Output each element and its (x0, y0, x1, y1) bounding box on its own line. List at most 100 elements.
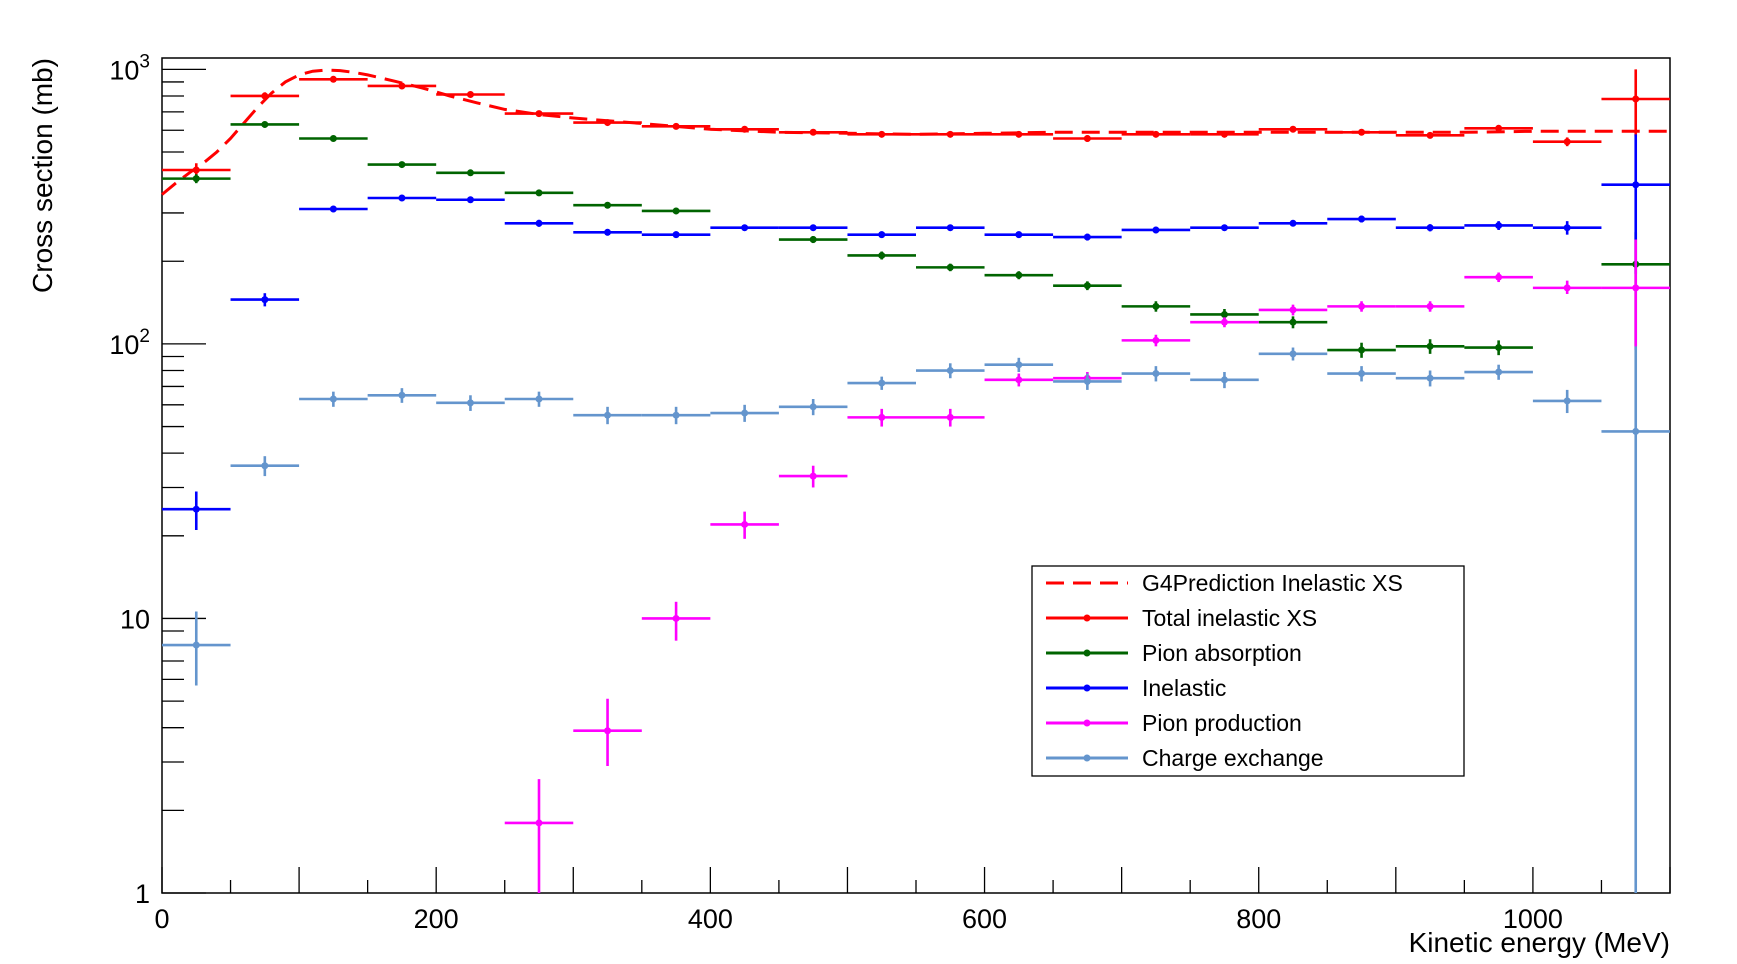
legend-marker (1083, 754, 1091, 762)
data-point (672, 207, 680, 215)
legend-marker (1083, 614, 1091, 622)
data-point (1495, 273, 1503, 281)
data-point (535, 189, 543, 197)
data-point (741, 409, 749, 417)
data-point (672, 231, 680, 239)
data-point (1289, 125, 1297, 133)
legend-label: Pion production (1142, 710, 1302, 736)
data-point (946, 413, 954, 421)
data-point (1220, 310, 1228, 318)
y-tick-label: 1 (135, 879, 150, 909)
x-tick-label: 600 (962, 904, 1007, 934)
legend-label: Inelastic (1142, 675, 1226, 701)
data-point (261, 120, 269, 128)
legend-marker (1083, 684, 1091, 692)
data-point (1426, 224, 1434, 232)
data-point (1358, 128, 1366, 136)
y-tick-label-base: 1 (135, 879, 150, 909)
data-point (1152, 226, 1160, 234)
series-pion-production (504, 239, 1670, 893)
data-point (1083, 282, 1091, 290)
data-point (192, 641, 200, 649)
y-tick-label: 102 (109, 326, 150, 360)
data-point (1083, 233, 1091, 241)
data-point (1563, 284, 1571, 292)
data-point (809, 128, 817, 136)
data-point (672, 411, 680, 419)
g4-prediction-curve (161, 68, 1670, 196)
data-point (535, 819, 543, 827)
data-point (946, 130, 954, 138)
y-tick-label-exponent: 2 (139, 326, 150, 347)
data-point (878, 413, 886, 421)
data-point (809, 472, 817, 480)
data-point (466, 399, 474, 407)
data-point (1015, 231, 1023, 239)
legend-label: G4Prediction Inelastic XS (1142, 570, 1403, 596)
series-total-inelastic-xs (162, 69, 1670, 178)
data-point (809, 224, 817, 232)
data-point (261, 462, 269, 470)
data-point (1495, 221, 1503, 229)
x-tick-label: 200 (414, 904, 459, 934)
data-point (1426, 302, 1434, 310)
data-point (261, 296, 269, 304)
data-point (1632, 427, 1640, 435)
data-point (1015, 361, 1023, 369)
data-point (1289, 350, 1297, 358)
data-point (878, 231, 886, 239)
y-tick-label-base: 10 (109, 55, 139, 85)
data-point (672, 614, 680, 622)
x-tick-label: 0 (154, 904, 169, 934)
data-point (946, 367, 954, 375)
legend-marker (1083, 719, 1091, 727)
data-point (809, 236, 817, 244)
data-point (1083, 377, 1091, 385)
data-point (398, 391, 406, 399)
series-charge-exchange (162, 346, 1670, 893)
data-point (466, 196, 474, 204)
data-point (1289, 318, 1297, 326)
data-point (1289, 219, 1297, 227)
data-point (1152, 370, 1160, 378)
legend-label: Pion absorption (1142, 640, 1302, 666)
legend: G4Prediction Inelastic XS Total inelastic… (1031, 565, 1465, 777)
data-point (1220, 224, 1228, 232)
y-tick-label-exponent: 3 (139, 51, 150, 72)
y-tick-label: 10 (120, 604, 150, 634)
data-point (604, 727, 612, 735)
data-point (1289, 306, 1297, 314)
x-tick-label: 1000 (1503, 904, 1563, 934)
series-inelastic (162, 134, 1670, 530)
data-point (192, 175, 200, 183)
y-tick-label-base: 10 (120, 604, 150, 634)
data-point (1015, 130, 1023, 138)
data-point (1563, 138, 1571, 146)
data-point (741, 125, 749, 133)
data-point (946, 263, 954, 271)
data-point (1495, 368, 1503, 376)
data-point (1632, 181, 1640, 189)
data-point (878, 251, 886, 259)
data-point (535, 110, 543, 118)
data-point (466, 169, 474, 177)
legend-label: Total inelastic XS (1142, 605, 1317, 631)
y-tick-label: 103 (109, 51, 150, 85)
data-point (1152, 336, 1160, 344)
data-point (1220, 318, 1228, 326)
data-point (329, 134, 337, 142)
data-point (1015, 376, 1023, 384)
data-point (329, 205, 337, 213)
data-point (1632, 95, 1640, 103)
data-point (604, 228, 612, 236)
data-point (1426, 342, 1434, 350)
data-point (604, 411, 612, 419)
data-point (1220, 376, 1228, 384)
data-point (1152, 302, 1160, 310)
y-tick-label-base: 10 (109, 330, 139, 360)
data-point (878, 130, 886, 138)
data-point (192, 505, 200, 513)
data-point (741, 224, 749, 232)
data-point (466, 90, 474, 98)
data-point (604, 119, 612, 127)
